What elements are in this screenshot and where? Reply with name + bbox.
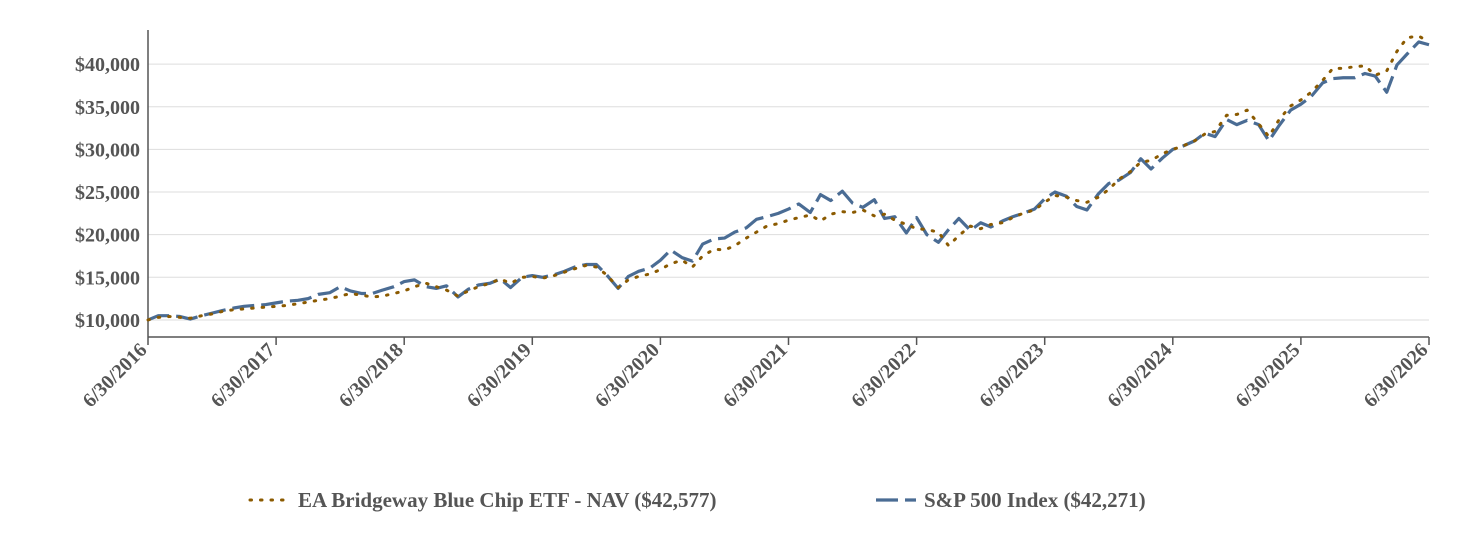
y-tick-label: $10,000 [75,310,140,332]
legend-label-etf: EA Bridgeway Blue Chip ETF - NAV ($42,57… [298,488,717,512]
y-tick-label: $40,000 [75,54,140,76]
x-tick-label: 6/30/2022 [847,339,920,412]
legend-label-index: S&P 500 Index ($42,271) [924,488,1146,512]
series-line-index [147,40,1430,322]
y-tick-labels: $10,000 $15,000 $20,000 $25,000 $30,000 $35,0… [75,54,140,332]
gridlines [148,63,1429,321]
y-tick-label: $15,000 [75,267,140,289]
x-tick-label: 6/30/2021 [719,339,792,412]
x-tick-label: 6/30/2017 [207,339,280,412]
x-tick-label: 6/30/2023 [975,339,1048,412]
series-line-etf [146,34,1431,322]
x-tick-labels: 6/30/2016 6/30/2017 6/30/2018 6/30/2019 6/30… [79,339,1433,412]
y-tick-label: $20,000 [75,225,140,247]
x-tick-label: 6/30/2018 [335,339,408,412]
x-tick-label: 6/30/2019 [463,339,536,412]
x-tick-label: 6/30/2025 [1232,339,1305,412]
x-tick-label: 6/30/2020 [591,339,664,412]
legend: EA Bridgeway Blue Chip ETF - NAV ($42,57… [248,488,1146,512]
axes [147,30,1430,345]
series-lines [146,34,1431,322]
y-tick-label: $35,000 [75,97,140,119]
y-tick-label: $30,000 [75,139,140,161]
x-tick-label: 6/30/2026 [1360,339,1433,412]
y-tick-label: $25,000 [75,182,140,204]
x-tick-label: 6/30/2024 [1103,339,1176,412]
x-tick-label: 6/30/2016 [79,339,152,412]
